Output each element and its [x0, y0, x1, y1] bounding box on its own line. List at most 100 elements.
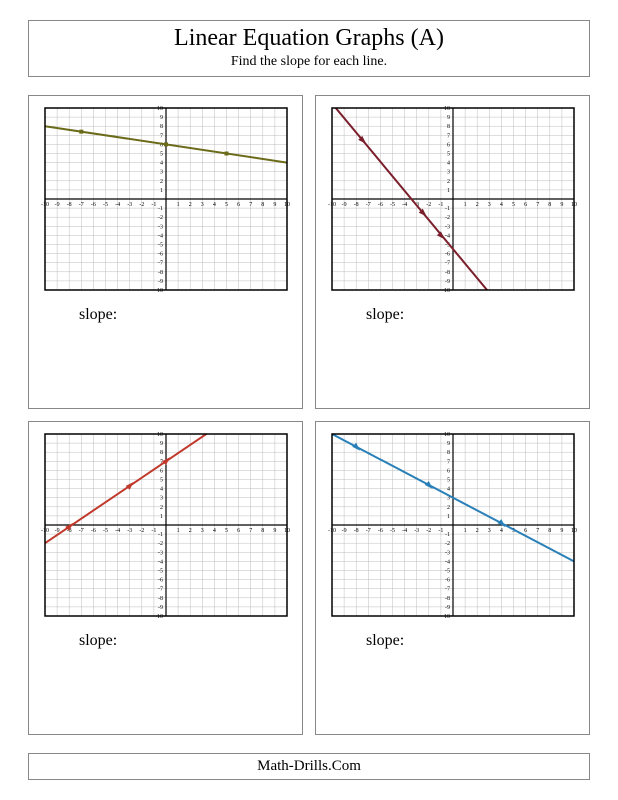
svg-text:-7: -7: [365, 202, 370, 208]
svg-text:1: 1: [176, 528, 179, 534]
svg-text:10: 10: [444, 432, 450, 438]
svg-text:-10: -10: [442, 614, 450, 620]
svg-text:9: 9: [560, 528, 563, 534]
svg-text:-4: -4: [402, 202, 407, 208]
svg-text:5: 5: [447, 478, 450, 484]
svg-text:-8: -8: [66, 202, 71, 208]
svg-text:1: 1: [160, 188, 163, 194]
svg-text:-6: -6: [158, 578, 163, 584]
svg-text:-8: -8: [353, 528, 358, 534]
svg-text:4: 4: [212, 528, 215, 534]
svg-text:-9: -9: [54, 202, 59, 208]
svg-text:8: 8: [160, 124, 163, 130]
svg-text:-3: -3: [127, 202, 132, 208]
page-subtitle: Find the slope for each line.: [29, 54, 589, 70]
line-graph-2: -10-9-8-7-6-5-4-3-2-112345678910-10-9-8-…: [328, 104, 578, 294]
svg-text:-2: -2: [445, 541, 450, 547]
svg-text:-9: -9: [341, 202, 346, 208]
svg-text:9: 9: [160, 441, 163, 447]
svg-text:1: 1: [160, 514, 163, 520]
svg-text:2: 2: [475, 528, 478, 534]
svg-text:3: 3: [160, 496, 163, 502]
svg-text:-7: -7: [78, 528, 83, 534]
svg-text:-6: -6: [90, 528, 95, 534]
svg-text:-10: -10: [442, 288, 450, 294]
svg-text:-5: -5: [103, 202, 108, 208]
svg-text:4: 4: [499, 202, 502, 208]
svg-text:-2: -2: [426, 202, 431, 208]
svg-text:5: 5: [225, 528, 228, 534]
svg-text:4: 4: [447, 161, 450, 167]
svg-text:-4: -4: [445, 233, 450, 239]
svg-text:7: 7: [536, 202, 539, 208]
svg-text:-4: -4: [115, 528, 120, 534]
chart-cell-4: -10-9-8-7-6-5-4-3-2-112345678910-10-9-8-…: [315, 421, 590, 735]
svg-text:-6: -6: [377, 528, 382, 534]
svg-text:-3: -3: [445, 224, 450, 230]
svg-text:-4: -4: [402, 528, 407, 534]
svg-text:4: 4: [160, 487, 163, 493]
svg-text:-5: -5: [445, 569, 450, 575]
footer-text: Math-Drills.Com: [257, 758, 361, 774]
svg-text:7: 7: [160, 133, 163, 139]
header-box: Linear Equation Graphs (A) Find the slop…: [28, 20, 590, 77]
svg-text:8: 8: [548, 528, 551, 534]
svg-text:2: 2: [475, 202, 478, 208]
svg-text:9: 9: [160, 115, 163, 121]
svg-text:-3: -3: [158, 550, 163, 556]
svg-text:8: 8: [160, 450, 163, 456]
svg-text:6: 6: [237, 528, 240, 534]
svg-text:-4: -4: [115, 202, 120, 208]
svg-text:-7: -7: [78, 202, 83, 208]
svg-text:9: 9: [273, 528, 276, 534]
svg-text:-3: -3: [445, 550, 450, 556]
svg-text:-7: -7: [365, 528, 370, 534]
svg-text:2: 2: [160, 179, 163, 185]
svg-text:4: 4: [499, 528, 502, 534]
slope-label-1: slope:: [79, 306, 117, 324]
svg-text:-7: -7: [445, 587, 450, 593]
svg-text:-2: -2: [445, 215, 450, 221]
svg-text:-8: -8: [445, 270, 450, 276]
svg-text:-6: -6: [90, 202, 95, 208]
svg-text:8: 8: [261, 528, 264, 534]
svg-text:7: 7: [249, 202, 252, 208]
svg-text:7: 7: [447, 133, 450, 139]
svg-text:-1: -1: [445, 206, 450, 212]
svg-text:-8: -8: [445, 596, 450, 602]
svg-text:-5: -5: [103, 528, 108, 534]
svg-text:-1: -1: [445, 532, 450, 538]
svg-text:8: 8: [447, 124, 450, 130]
slope-label-2: slope:: [366, 306, 404, 324]
svg-text:-1: -1: [151, 202, 156, 208]
svg-text:3: 3: [200, 202, 203, 208]
svg-text:-10: -10: [155, 614, 163, 620]
svg-text:10: 10: [444, 106, 450, 112]
svg-text:2: 2: [160, 505, 163, 511]
svg-text:-2: -2: [426, 528, 431, 534]
svg-text:-2: -2: [158, 215, 163, 221]
svg-text:6: 6: [447, 468, 450, 474]
svg-text:8: 8: [447, 450, 450, 456]
line-graph-3: -10-9-8-7-6-5-4-3-2-112345678910-10-9-8-…: [41, 430, 291, 620]
svg-text:-1: -1: [151, 528, 156, 534]
svg-text:-9: -9: [445, 279, 450, 285]
svg-text:-3: -3: [414, 528, 419, 534]
svg-text:9: 9: [447, 441, 450, 447]
svg-text:-9: -9: [158, 605, 163, 611]
svg-text:1: 1: [447, 188, 450, 194]
svg-text:3: 3: [160, 170, 163, 176]
svg-text:-6: -6: [158, 252, 163, 258]
svg-text:-3: -3: [127, 528, 132, 534]
svg-text:-6: -6: [445, 578, 450, 584]
line-graph-4: -10-9-8-7-6-5-4-3-2-112345678910-10-9-8-…: [328, 430, 578, 620]
svg-text:5: 5: [447, 152, 450, 158]
svg-text:6: 6: [447, 142, 450, 148]
svg-text:-7: -7: [158, 261, 163, 267]
svg-text:9: 9: [273, 202, 276, 208]
svg-text:7: 7: [447, 459, 450, 465]
slope-label-3: slope:: [79, 632, 117, 650]
svg-text:-5: -5: [158, 569, 163, 575]
svg-text:3: 3: [487, 528, 490, 534]
svg-text:-2: -2: [158, 541, 163, 547]
